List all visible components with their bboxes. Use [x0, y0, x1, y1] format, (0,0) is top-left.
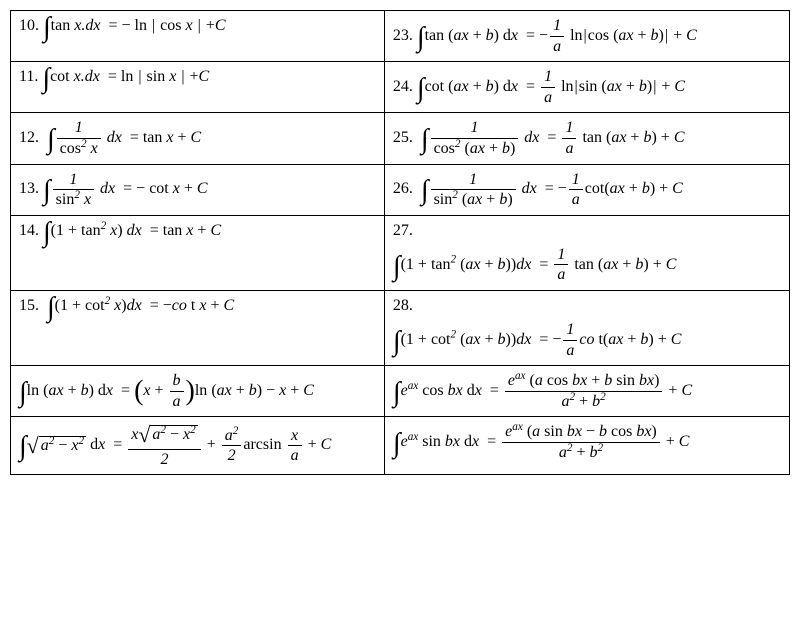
table-row: 15. ∫(1 + cot2 x)dx = −co t x + C 28. ∫(…: [11, 290, 790, 365]
row-number: 12.: [19, 129, 39, 146]
cell-11: 11. ∫cot x.dx = ln | sin x | +C: [11, 62, 385, 113]
table-row: 12. ∫1cos2 x dx = tan x + C 25. ∫1cos2 (…: [11, 113, 790, 164]
cell-15: 15. ∫(1 + cot2 x)dx = −co t x + C: [11, 290, 385, 365]
row-number: 24.: [393, 78, 413, 95]
cell-12: 12. ∫1cos2 x dx = tan x + C: [11, 113, 385, 164]
row-number: 28.: [393, 297, 413, 314]
cell-24: 24. ∫cot (ax + b) dx = 1a ln|sin (ax + b…: [384, 62, 789, 113]
table-row: 14. ∫(1 + tan2 x) dx = tan x + C 27. ∫(1…: [11, 215, 790, 290]
table-row: 10. ∫tan x.dx = − ln | cos x | +C 23. ∫t…: [11, 11, 790, 62]
cell-28: 28. ∫(1 + cot2 (ax + b))dx = −1aco t(ax …: [384, 290, 789, 365]
cell-25: 25. ∫1cos2 (ax + b) dx = 1a tan (ax + b)…: [384, 113, 789, 164]
row-number: 13.: [19, 180, 39, 197]
cell-ln: ∫ln (ax + b) dx = (x + ba)ln (ax + b) − …: [11, 366, 385, 417]
table-row: ∫√a2 − x2 dx = x√a2 − x22 + a22arcsin xa…: [11, 417, 790, 475]
cell-eax-cos: ∫eax cos bx dx = eax (a cos bx + b sin b…: [384, 366, 789, 417]
row-number: 25.: [393, 129, 413, 146]
row-number: 27.: [393, 222, 413, 239]
cell-eax-sin: ∫eax sin bx dx = eax (a sin bx − b cos b…: [384, 417, 789, 475]
table-row: ∫ln (ax + b) dx = (x + ba)ln (ax + b) − …: [11, 366, 790, 417]
table-row: 11. ∫cot x.dx = ln | sin x | +C 24. ∫cot…: [11, 62, 790, 113]
row-number: 14.: [19, 222, 39, 239]
integral-formula-table: 10. ∫tan x.dx = − ln | cos x | +C 23. ∫t…: [10, 10, 790, 475]
cell-26: 26. ∫1sin2 (ax + b) dx = −1acot(ax + b) …: [384, 164, 789, 215]
table-row: 13. ∫1sin2 x dx = − cot x + C 26. ∫1sin2…: [11, 164, 790, 215]
row-number: 23.: [393, 27, 413, 44]
cell-27: 27. ∫(1 + tan2 (ax + b))dx = 1a tan (ax …: [384, 215, 789, 290]
cell-14: 14. ∫(1 + tan2 x) dx = tan x + C: [11, 215, 385, 290]
cell-23: 23. ∫tan (ax + b) dx = −1a ln|cos (ax + …: [384, 11, 789, 62]
row-number: 26.: [393, 180, 413, 197]
cell-sqrt: ∫√a2 − x2 dx = x√a2 − x22 + a22arcsin xa…: [11, 417, 385, 475]
row-number: 11.: [19, 68, 38, 85]
row-number: 10.: [19, 17, 39, 34]
row-number: 15.: [19, 297, 39, 314]
cell-13: 13. ∫1sin2 x dx = − cot x + C: [11, 164, 385, 215]
cell-10: 10. ∫tan x.dx = − ln | cos x | +C: [11, 11, 385, 62]
